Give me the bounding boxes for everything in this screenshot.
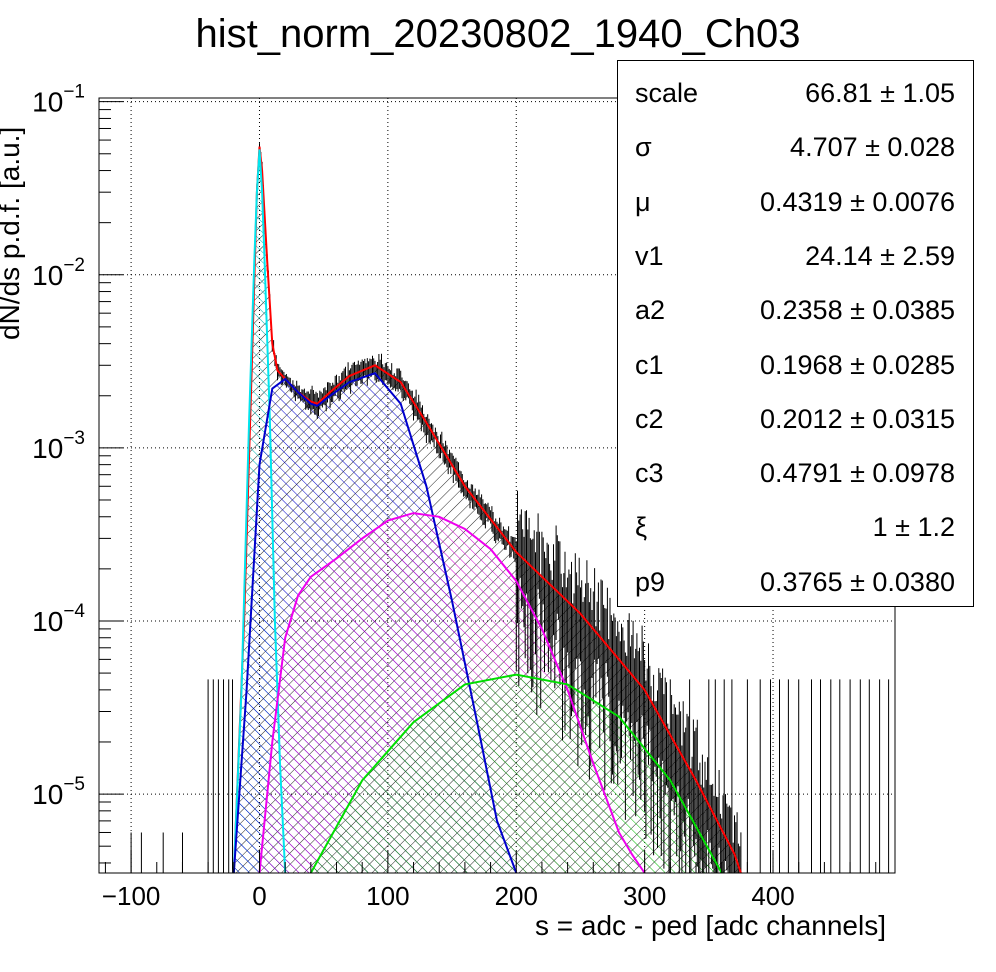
y-tick-label: 10−5 (32, 774, 85, 810)
stats-param-name: a2 (635, 295, 666, 326)
stats-param-name: c1 (635, 349, 664, 380)
series-curve (232, 146, 742, 874)
x-tick-label: −100 (102, 881, 161, 911)
stats-row: σ 4.707 ± 0.028 (618, 120, 975, 174)
stats-row: v1 24.14 ± 2.59 (618, 229, 975, 283)
x-tick-label: 0 (252, 881, 266, 911)
stats-row: c1 0.1968 ± 0.0285 (618, 338, 975, 392)
stats-box: scale 66.81 ± 1.05 σ 4.707 ± 0.028 μ 0.4319 ±… (617, 60, 974, 607)
stats-row: scale 66.81 ± 1.05 (618, 66, 975, 120)
series-curve (232, 372, 518, 874)
stats-param-value: 0.1968 ± 0.0285 (760, 349, 955, 380)
stats-param-name: μ (635, 186, 651, 217)
y-tick-label: 10−2 (32, 255, 85, 291)
fit-curves (232, 146, 742, 874)
stats-param-value: 0.2012 ± 0.0315 (760, 403, 955, 434)
y-tick-label: 10−1 (32, 82, 85, 118)
series-curve (309, 673, 723, 874)
x-axis-label: s = adc - ped [adc channels] (535, 910, 886, 941)
stats-row: c3 0.4791 ± 0.0978 (618, 446, 975, 500)
stats-param-name: σ (635, 132, 652, 163)
stats-row: a2 0.2358 ± 0.0385 (618, 283, 975, 337)
x-tick-label: 400 (751, 881, 794, 911)
chart-title: hist_norm_20230802_1940_Ch03 (195, 12, 801, 56)
stats-param-value: 0.4791 ± 0.0978 (760, 458, 955, 489)
stats-param-name: p9 (635, 566, 666, 597)
stats-row: ξ 1 ± 1.2 (618, 500, 975, 554)
stats-param-name: scale (635, 78, 699, 108)
series-curve (232, 149, 287, 874)
grid (99, 98, 895, 873)
y-tick-label: 10−4 (32, 601, 85, 637)
stats-param-name: ξ (635, 512, 648, 543)
stats-row: μ 0.4319 ± 0.0076 (618, 175, 975, 229)
x-tick-label: 300 (623, 881, 666, 911)
stats-param-name: c3 (635, 458, 664, 489)
stats-row: c2 0.2012 ± 0.0315 (618, 392, 975, 446)
stats-param-value: 0.3765 ± 0.0380 (760, 566, 955, 597)
stats-param-value: 66.81 ± 1.05 (805, 78, 955, 108)
stats-param-value: 0.2358 ± 0.0385 (760, 295, 955, 326)
y-axis-label: dN/ds p.d.f. [a.u.] (0, 126, 25, 340)
stats-param-value: 0.4319 ± 0.0076 (760, 186, 955, 217)
x-tick-label: 200 (495, 881, 538, 911)
series-fill-area (310, 674, 722, 873)
stats-param-value: 24.14 ± 2.59 (805, 240, 955, 271)
stats-param-value: 4.707 ± 0.028 (790, 132, 955, 163)
x-tick-label: 100 (366, 881, 409, 911)
y-tick-label: 10−3 (32, 428, 85, 464)
stats-param-name: v1 (635, 240, 664, 271)
stats-param-name: c2 (635, 403, 664, 434)
axis-ticks: −100 0 100 200 300 400 10−5 10−4 10−3 10−2 10−1 (32, 82, 877, 911)
series-curve (258, 512, 646, 874)
stats-row: p9 0.3765 ± 0.0380 (618, 555, 975, 609)
stats-param-value: 1 ± 1.2 (872, 512, 955, 543)
